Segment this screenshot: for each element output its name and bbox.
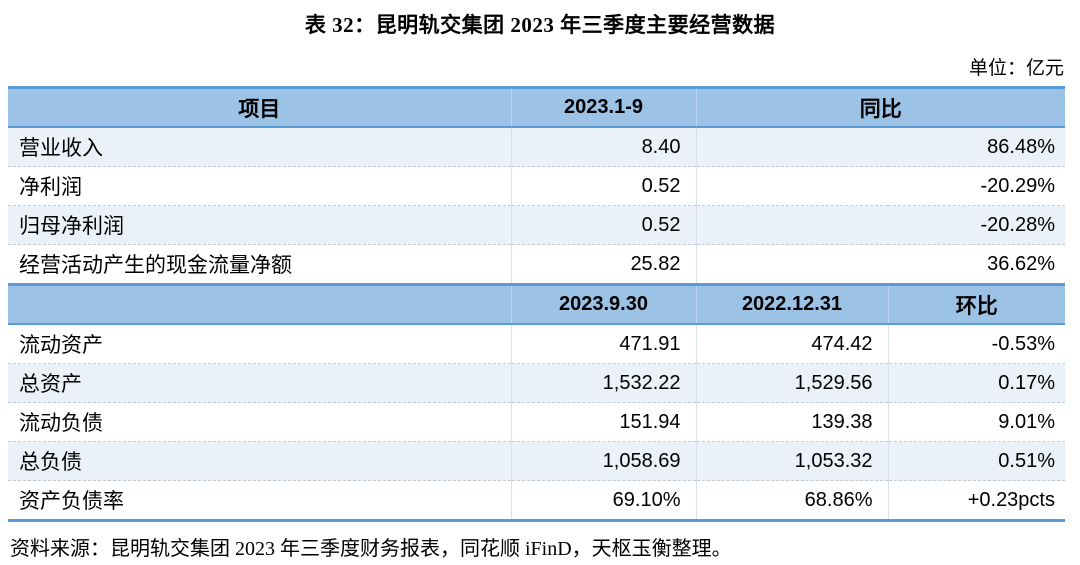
row-qoq: -0.53% (887, 324, 1065, 364)
table-title: 表 32：昆明轨交集团 2023 年三季度主要经营数据 (304, 13, 776, 37)
row-value: 0.52 (510, 166, 696, 206)
row-yoy: -20.28% (695, 205, 1065, 245)
table-row: 营业收入 8.40 86.48% (8, 127, 1065, 167)
table-row: 总资产 1,532.22 1,529.56 0.17% (8, 363, 1065, 403)
row-value-current: 1,532.22 (510, 363, 696, 403)
row-value-prior: 1,529.56 (695, 363, 888, 403)
row-label: 归母净利润 (8, 205, 511, 245)
header-empty (8, 283, 511, 325)
header-row-1: 项目 2023.1-9 同比 (8, 86, 1065, 128)
financial-table: 项目 2023.1-9 同比 营业收入 8.40 86.48% 净利润 0.52… (8, 86, 1065, 522)
row-value-prior: 474.42 (695, 324, 888, 364)
row-qoq: 0.51% (887, 441, 1065, 481)
row-value-prior: 68.86% (695, 480, 888, 522)
row-yoy: -20.29% (695, 166, 1065, 206)
table-row: 总负债 1,058.69 1,053.32 0.51% (8, 441, 1065, 481)
table-row: 归母净利润 0.52 -20.28% (8, 205, 1065, 245)
row-yoy: 86.48% (695, 127, 1065, 167)
row-value: 0.52 (510, 205, 696, 245)
section1-body: 营业收入 8.40 86.48% 净利润 0.52 -20.29% 归母净利润 … (8, 127, 1065, 285)
row-value-prior: 139.38 (695, 402, 888, 442)
section2-body: 流动资产 471.91 474.42 -0.53% 总资产 1,532.22 1… (8, 324, 1065, 522)
row-value-current: 471.91 (510, 324, 696, 364)
row-value-current: 1,058.69 (510, 441, 696, 481)
row-value-prior: 1,053.32 (695, 441, 888, 481)
table-row: 流动资产 471.91 474.42 -0.53% (8, 324, 1065, 364)
row-label: 经营活动产生的现金流量净额 (8, 244, 511, 285)
row-value-current: 151.94 (510, 402, 696, 442)
unit-label: 单位：亿元 (968, 58, 1064, 79)
row-label: 营业收入 (8, 127, 511, 167)
row-label: 流动资产 (8, 324, 511, 364)
header-qoq: 环比 (887, 283, 1065, 325)
section1-header: 项目 2023.1-9 同比 (8, 86, 1065, 128)
row-label: 资产负债率 (8, 480, 511, 522)
row-label: 总资产 (8, 363, 511, 403)
table-row: 经营活动产生的现金流量净额 25.82 36.62% (8, 244, 1065, 285)
table-row: 净利润 0.52 -20.29% (8, 166, 1065, 206)
row-qoq: 9.01% (887, 402, 1065, 442)
row-qoq: +0.23pcts (887, 480, 1065, 522)
source-note: 资料来源：昆明轨交集团 2023 年三季度财务报表，同花顺 iFinD，天枢玉衡… (10, 538, 732, 560)
row-label: 总负债 (8, 441, 511, 481)
header-period-2023-1-9: 2023.1-9 (510, 86, 696, 128)
table-row: 资产负债率 69.10% 68.86% +0.23pcts (8, 480, 1065, 522)
row-value: 8.40 (510, 127, 696, 167)
header-date-2022-12-31: 2022.12.31 (695, 283, 888, 325)
row-yoy: 36.62% (695, 244, 1065, 285)
row-qoq: 0.17% (887, 363, 1065, 403)
row-label: 流动负债 (8, 402, 511, 442)
table-row: 流动负债 151.94 139.38 9.01% (8, 402, 1065, 442)
header-date-2023-9-30: 2023.9.30 (510, 283, 696, 325)
row-label: 净利润 (8, 166, 511, 206)
header-row-2: 2023.9.30 2022.12.31 环比 (8, 283, 1065, 325)
section2-header: 2023.9.30 2022.12.31 环比 (8, 283, 1065, 325)
row-value: 25.82 (510, 244, 696, 285)
header-item: 项目 (8, 86, 511, 128)
header-yoy: 同比 (695, 86, 1065, 128)
row-value-current: 69.10% (510, 480, 696, 522)
